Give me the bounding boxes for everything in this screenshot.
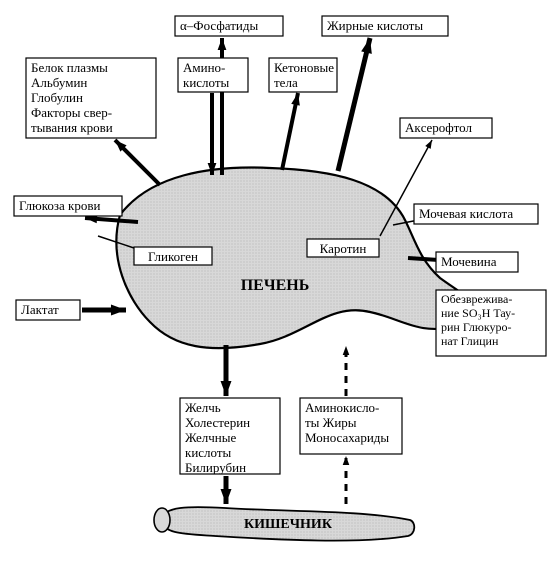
box-phosphatides-line-0: α–Фосфатиды — [180, 18, 258, 33]
arrow-a-gut-bot — [343, 456, 350, 504]
box-detox-line-3: нат Глицин — [441, 334, 499, 348]
box-ketone-line-0: Кетоновые — [274, 60, 334, 75]
box-plasma-line-3: Факторы свер- — [31, 105, 112, 120]
box-bile: ЖелчьХолестеринЖелчныекислотыБилирубин — [180, 398, 280, 475]
box-amino-line-0: Амино- — [183, 60, 225, 75]
box-ketone-line-1: тела — [274, 75, 298, 90]
box-fatty-line-0: Жирные кислоты — [327, 18, 423, 33]
arrow-a-bile-top — [221, 345, 232, 396]
arrow-a-lactate — [82, 305, 126, 316]
box-plasma-line-1: Альбумин — [31, 75, 87, 90]
box-bile-line-2: Желчные — [185, 430, 236, 445]
inlabel-glycogen-text: Гликоген — [148, 249, 198, 264]
box-glucose: Глюкоза крови — [14, 196, 122, 216]
intestine-end — [154, 508, 170, 532]
box-axeroftol: Акcерофтол — [400, 118, 492, 138]
inlabel-carotene: Каротин — [307, 239, 379, 257]
arrow-a-ketone — [282, 93, 300, 170]
box-detox-line-1: ние SO₃H Тау- — [441, 306, 515, 320]
box-amino: Амино-кислоты — [178, 58, 248, 92]
box-amino-line-1: кислоты — [183, 75, 230, 90]
box-lactate-line-0: Лактат — [21, 302, 59, 317]
box-axeroftol-line-0: Акcерофтол — [405, 120, 473, 135]
diagram-root: ПЕЧЕНЬ КИШЕЧНИК Белок плазмыАльбуминГлоб… — [0, 0, 557, 567]
box-plasma: Белок плазмыАльбуминГлобулинФакторы свер… — [26, 58, 156, 138]
arrow-a-plasma — [115, 140, 160, 185]
box-from-gut-line-2: Моносахариды — [305, 430, 389, 445]
box-ketone: Кетоновыетела — [269, 58, 337, 92]
box-bile-line-1: Холестерин — [185, 415, 250, 430]
box-uric: Мочевая кислота — [414, 204, 538, 224]
inlabel-glycogen: Гликоген — [134, 247, 212, 265]
box-detox-line-2: рин Глюкуро- — [441, 320, 512, 334]
box-bile-line-0: Желчь — [185, 400, 221, 415]
box-bile-line-4: Билирубин — [185, 460, 246, 475]
box-uric-line-0: Мочевая кислота — [419, 206, 513, 221]
box-from-gut-line-1: ты Жиры — [305, 415, 357, 430]
arrow-a-bile-bot — [221, 476, 232, 504]
arrow-a-fatty — [338, 38, 372, 171]
box-from-gut-line-0: Аминокисло- — [305, 400, 379, 415]
box-detox: Обезврежива-ние SO₃H Тау-рин Глюкуро-нат… — [436, 290, 546, 356]
box-plasma-line-4: тывания крови — [31, 120, 113, 135]
box-urea: Мочевина — [436, 252, 518, 272]
box-lactate: Лактат — [16, 300, 80, 320]
box-phosphatides: α–Фосфатиды — [175, 16, 283, 36]
box-detox-line-0: Обезврежива- — [441, 292, 512, 306]
box-plasma-line-0: Белок плазмы — [31, 60, 108, 75]
box-glucose-line-0: Глюкоза крови — [19, 198, 101, 213]
box-bile-line-3: кислоты — [185, 445, 232, 460]
inlabel-carotene-text: Каротин — [320, 241, 367, 256]
arrow-a-amino — [208, 93, 217, 175]
liver-label: ПЕЧЕНЬ — [241, 277, 310, 294]
box-urea-line-0: Мочевина — [441, 254, 497, 269]
box-from-gut: Аминокисло-ты ЖирыМоносахариды — [300, 398, 402, 454]
intestine-label: КИШЕЧНИК — [244, 517, 333, 532]
box-plasma-line-2: Глобулин — [31, 90, 83, 105]
arrow-a-gut-top — [343, 346, 350, 396]
box-fatty: Жирные кислоты — [322, 16, 448, 36]
